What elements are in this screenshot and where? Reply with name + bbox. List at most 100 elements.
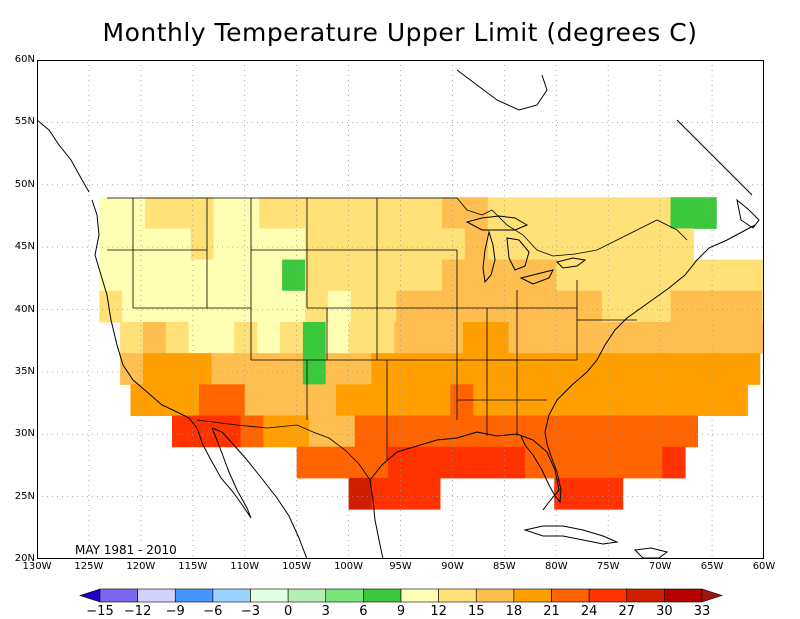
temperature-cell xyxy=(325,353,350,385)
temperature-cell xyxy=(670,290,694,323)
temperature-cell xyxy=(716,290,740,323)
temperature-cell xyxy=(610,384,634,417)
lon-tick-label: 60W xyxy=(752,561,776,572)
temperature-cell xyxy=(599,321,624,354)
temperature-cell xyxy=(296,446,320,479)
temperature-cell xyxy=(304,197,329,229)
temperature-cell xyxy=(350,197,374,229)
temperature-cell xyxy=(577,477,601,510)
temperature-cell xyxy=(510,197,534,229)
temperature-cell xyxy=(377,415,401,448)
temperature-cell xyxy=(190,228,215,261)
colorbar-tick-label: 18 xyxy=(505,604,523,619)
temperature-cell xyxy=(122,290,146,323)
alaska-panhandle-line xyxy=(37,119,90,193)
colorbar-tick-label: 15 xyxy=(467,604,485,619)
temperature-cell xyxy=(165,353,190,385)
lat-tick-label: 60N xyxy=(14,54,35,65)
colorbar-tick-label: 6 xyxy=(359,604,368,619)
temperature-cell xyxy=(167,259,192,292)
temperature-cell xyxy=(259,228,283,261)
temperature-cell xyxy=(120,353,144,385)
temperature-cell xyxy=(624,197,649,229)
temperature-cell xyxy=(759,321,764,354)
temperature-cell xyxy=(302,321,327,354)
temperature-cell xyxy=(236,290,260,323)
temperature-cell xyxy=(286,415,310,448)
temperature-cell xyxy=(142,353,167,385)
temperature-cell xyxy=(624,290,649,323)
temperature-cell xyxy=(647,228,672,261)
temperature-cell xyxy=(153,384,177,417)
temperature-cell xyxy=(410,446,435,479)
temperature-cell xyxy=(662,446,686,479)
us-canada-border xyxy=(107,197,688,257)
temperature-cell xyxy=(564,384,588,417)
temperature-cell xyxy=(354,415,379,448)
temperature-cell xyxy=(99,228,123,261)
temperature-cell xyxy=(130,384,154,417)
mexico-east-coast-line xyxy=(369,479,384,559)
temperature-cell xyxy=(547,446,572,479)
temperature-cell xyxy=(599,353,624,385)
colorbar-swatch xyxy=(551,588,590,603)
temperature-cell xyxy=(714,321,738,354)
temperature-cell xyxy=(371,321,395,354)
temperature-cell xyxy=(396,290,420,323)
temperature-cell xyxy=(342,446,366,479)
temperature-cell xyxy=(257,353,281,385)
colorbar-tick-label: −12 xyxy=(123,604,152,619)
temperature-cell xyxy=(647,290,672,323)
temperature-cell xyxy=(601,197,626,229)
temperature-cell xyxy=(479,446,503,479)
colorbar-swatch xyxy=(250,588,289,603)
temperature-cells xyxy=(99,197,764,510)
temperature-cell xyxy=(234,353,258,385)
temperature-cell xyxy=(348,477,372,510)
lon-tick-label: 110W xyxy=(230,561,260,572)
temperature-cell xyxy=(510,290,534,323)
temperature-cell xyxy=(419,228,443,261)
temperature-cell xyxy=(350,290,374,323)
temperature-cell xyxy=(439,353,464,385)
temperature-cell xyxy=(304,228,329,261)
temperature-cell xyxy=(236,197,260,229)
lake-michigan xyxy=(482,230,496,284)
temperature-cell xyxy=(290,384,314,417)
temperature-cell xyxy=(373,197,397,229)
temperature-cell xyxy=(456,446,480,479)
colorbar-tick-label: 9 xyxy=(396,604,406,619)
temperature-cell xyxy=(442,290,466,323)
temperature-cell xyxy=(313,384,337,417)
temperature-cell xyxy=(583,415,607,448)
temperature-cell xyxy=(693,290,717,323)
temperature-cell xyxy=(373,290,397,323)
temperature-cell xyxy=(464,259,489,292)
temperature-cell xyxy=(531,321,555,354)
temperature-cell xyxy=(358,384,383,417)
temperature-cell xyxy=(302,353,327,385)
temperature-cell xyxy=(213,259,237,292)
lat-tick-label: 55N xyxy=(14,116,35,128)
lon-tick-label: 130W xyxy=(22,561,52,572)
temperature-cell xyxy=(142,321,167,354)
temperature-cell xyxy=(371,353,395,385)
temperature-cell xyxy=(167,290,192,323)
colorbar-tick-label: 21 xyxy=(543,604,560,619)
colorbar-swatch xyxy=(363,588,402,603)
temperature-cell xyxy=(221,384,246,417)
temperature-cell xyxy=(533,228,557,261)
temperature-cell xyxy=(579,290,603,323)
temperature-cell xyxy=(655,384,680,417)
temperature-cell xyxy=(325,321,350,354)
temperature-cell xyxy=(280,353,304,385)
temperature-map xyxy=(37,60,764,559)
temperature-cell xyxy=(606,415,630,448)
temperature-cell xyxy=(525,446,549,479)
temperature-cell xyxy=(647,259,672,292)
temperature-cell xyxy=(570,446,595,479)
temperature-cell xyxy=(240,415,264,448)
state-borders xyxy=(107,197,688,481)
temperature-cell xyxy=(211,321,235,354)
temperature-cell xyxy=(417,477,441,510)
